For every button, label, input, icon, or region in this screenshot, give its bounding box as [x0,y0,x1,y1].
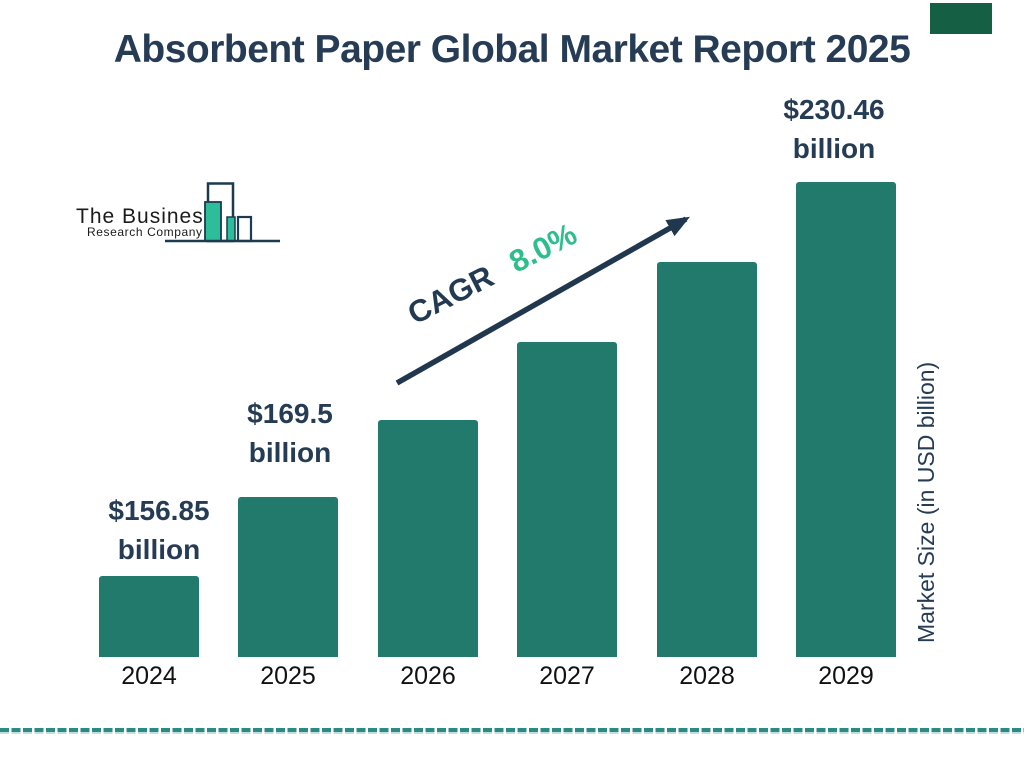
logo-barchart-icon [165,182,280,243]
bar-2024 [99,576,199,657]
logo-text-line1: The Business [76,205,215,228]
x-axis-label-2024: 2024 [121,662,177,690]
x-axis-label-2028: 2028 [679,662,735,690]
page-title: Absorbent Paper Global Market Report 202… [113,28,911,71]
value-label-2024: $156.85 billion [89,491,229,569]
cagr-label: CAGR [402,258,500,332]
value-label-2024-unit: billion [117,534,201,565]
bottom-dashed-divider [0,728,1024,732]
bar-2028 [657,262,757,657]
value-label-2029: $230.46 billion [764,90,904,168]
company-logo: The Business Research Company [62,172,292,250]
value-label-2025-unit: billion [248,437,332,468]
x-axis-label-2027: 2027 [539,662,595,690]
value-label-2029-unit: billion [792,133,876,164]
x-axis-label-2026: 2026 [400,662,456,690]
cagr-value: 8.0% [503,216,583,280]
bar-2029 [796,182,896,657]
bottom-dashed-divider-shadow [0,732,1024,734]
x-axis-label-2025: 2025 [260,662,316,690]
bar-2025 [238,497,338,657]
corner-accent-rect [930,3,992,34]
value-label-2024-amount: $156.85 [108,495,210,526]
value-label-2025-amount: $169.5 [247,398,333,429]
bar-2026 [378,420,478,657]
logo-text-line2: Research Company [87,225,203,239]
value-label-2025: $169.5 billion [220,394,360,472]
y-axis-title: Market Size (in USD billion) [913,361,939,643]
bar-2027 [517,342,617,657]
cagr-annotation: CAGR 8.0% [402,216,583,332]
value-label-2029-amount: $230.46 [783,94,885,125]
x-axis-label-2029: 2029 [818,662,874,690]
logo-graphic: The Business Research Company [76,182,280,243]
